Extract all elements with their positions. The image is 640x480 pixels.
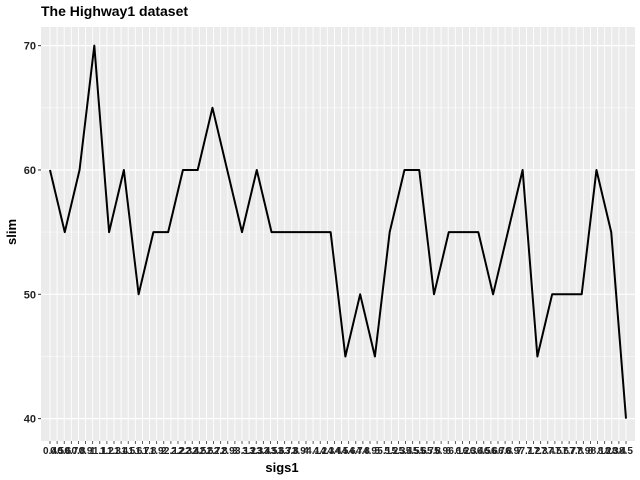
x-tick-label: 7.5 — [548, 446, 562, 457]
x-tick-label: 1 — [90, 446, 96, 457]
y-axis-title: slim — [4, 219, 19, 245]
x-tick-label: 6.7 — [491, 446, 505, 457]
x-tick-label: 3.8 — [285, 446, 299, 457]
x-tick-label: 1.3 — [107, 446, 121, 457]
x-tick-label: 7 — [517, 446, 523, 457]
x-tick-label: 4.4 — [327, 446, 341, 457]
x-tick-label: 0.6 — [57, 446, 71, 457]
x-tick-label: 5.9 — [434, 446, 448, 457]
x-tick-label: 2.2 — [171, 446, 185, 457]
x-tick-label: 3.2 — [242, 446, 256, 457]
y-tick-label: 40 — [24, 414, 36, 426]
x-tick-label: 5.5 — [406, 446, 420, 457]
x-tick-label: 6.6 — [484, 446, 498, 457]
y-tick-label: 50 — [24, 289, 36, 301]
y-tick-label: 70 — [24, 41, 36, 53]
x-tick-label: 3 — [232, 446, 238, 457]
x-tick-label: 3.1 — [235, 446, 249, 457]
x-tick-label: 4.7 — [349, 446, 363, 457]
x-tick-label: 7.7 — [562, 446, 576, 457]
x-tick-label: 7.2 — [527, 446, 541, 457]
x-tick-label: 6.4 — [470, 446, 484, 457]
y-tick-label: 60 — [24, 165, 36, 177]
x-tick-label: 2.7 — [207, 446, 221, 457]
x-tick-label: 4.8 — [356, 446, 370, 457]
x-tick-label: 5.2 — [384, 446, 398, 457]
x-tick-label: 5.8 — [427, 446, 441, 457]
x-tick-label: 6.9 — [505, 446, 519, 457]
x-axis: 0.40.50.60.70.80.911.11.21.31.41.51.61.7… — [43, 441, 633, 457]
x-tick-label: 2 — [161, 446, 167, 457]
x-tick-label: 2.4 — [185, 446, 199, 457]
x-tick-label: 7.6 — [555, 446, 569, 457]
x-tick-label: 5.1 — [377, 446, 391, 457]
x-tick-label: 1.8 — [143, 446, 157, 457]
x-tick-label: 3.7 — [278, 446, 292, 457]
x-tick-label: 3.4 — [256, 446, 270, 457]
x-tick-label: 0.8 — [71, 446, 85, 457]
x-tick-label: 7.3 — [534, 446, 548, 457]
x-tick-label: 3.6 — [271, 446, 285, 457]
x-tick-label: 1.7 — [135, 446, 149, 457]
x-tick-label: 3.5 — [263, 446, 277, 457]
x-tick-label: 2.3 — [178, 446, 192, 457]
series-line — [49, 44, 627, 419]
x-tick-label: 0.7 — [64, 446, 78, 457]
grid-lines — [41, 27, 635, 441]
x-tick-label: 4.9 — [363, 446, 377, 457]
plot-panel — [41, 27, 635, 441]
x-tick-label: 6.2 — [455, 446, 469, 457]
x-tick-label: 1.2 — [100, 446, 114, 457]
x-tick-label: 7.9 — [576, 446, 590, 457]
x-tick-label: 6.3 — [463, 446, 477, 457]
x-tick-label: 8.3 — [605, 446, 619, 457]
x-tick-label: 7.4 — [541, 446, 555, 457]
x-tick-label: 4 — [303, 446, 309, 457]
x-tick-label: 1.1 — [93, 446, 107, 457]
x-tick-label: 7.8 — [569, 446, 583, 457]
x-tick-label: 3.9 — [292, 446, 306, 457]
x-tick-label: 5.3 — [391, 446, 405, 457]
x-tick-label: 2.9 — [221, 446, 235, 457]
x-tick-label: 4.2 — [313, 446, 327, 457]
x-axis-title: sigs1 — [265, 460, 298, 475]
x-tick-label: 1.9 — [150, 446, 164, 457]
x-tick-label: 8.2 — [598, 446, 612, 457]
chart-title: The Highway1 dataset — [41, 3, 188, 19]
x-tick-label: 6 — [445, 446, 451, 457]
x-tick-label: 0.9 — [79, 446, 93, 457]
x-tick-label: 5.6 — [413, 446, 427, 457]
x-tick-label: 4.6 — [342, 446, 356, 457]
x-tick-label: 3.3 — [249, 446, 263, 457]
x-tick-label: 2.5 — [192, 446, 206, 457]
x-tick-label: 2.6 — [199, 446, 213, 457]
x-tick-label: 6.5 — [477, 446, 491, 457]
x-tick-label: 0.5 — [50, 446, 64, 457]
x-tick-label: 8.5 — [619, 446, 633, 457]
x-tick-label: 4.1 — [306, 446, 320, 457]
x-tick-label: 8 — [588, 446, 594, 457]
x-tick-label: 4.3 — [320, 446, 334, 457]
x-tick-label: 4.5 — [335, 446, 349, 457]
x-tick-label: 7.1 — [519, 446, 533, 457]
x-tick-label: 5.4 — [399, 446, 413, 457]
x-tick-label: 1.4 — [114, 446, 128, 457]
x-tick-label: 1.6 — [128, 446, 142, 457]
y-axis: 40 50 60 70 — [24, 41, 41, 426]
x-tick-label: 5.7 — [420, 446, 434, 457]
x-tick-label: 8.4 — [612, 446, 626, 457]
x-tick-label: 1.5 — [121, 446, 135, 457]
x-tick-label: 2.8 — [214, 446, 228, 457]
x-tick-label: 5 — [374, 446, 380, 457]
x-tick-label: 6.1 — [448, 446, 462, 457]
x-tick-label: 8.1 — [591, 446, 605, 457]
x-tick-label: 2.1 — [164, 446, 178, 457]
x-tick-label: 0.4 — [43, 446, 57, 457]
x-tick-label: 6.8 — [498, 446, 512, 457]
